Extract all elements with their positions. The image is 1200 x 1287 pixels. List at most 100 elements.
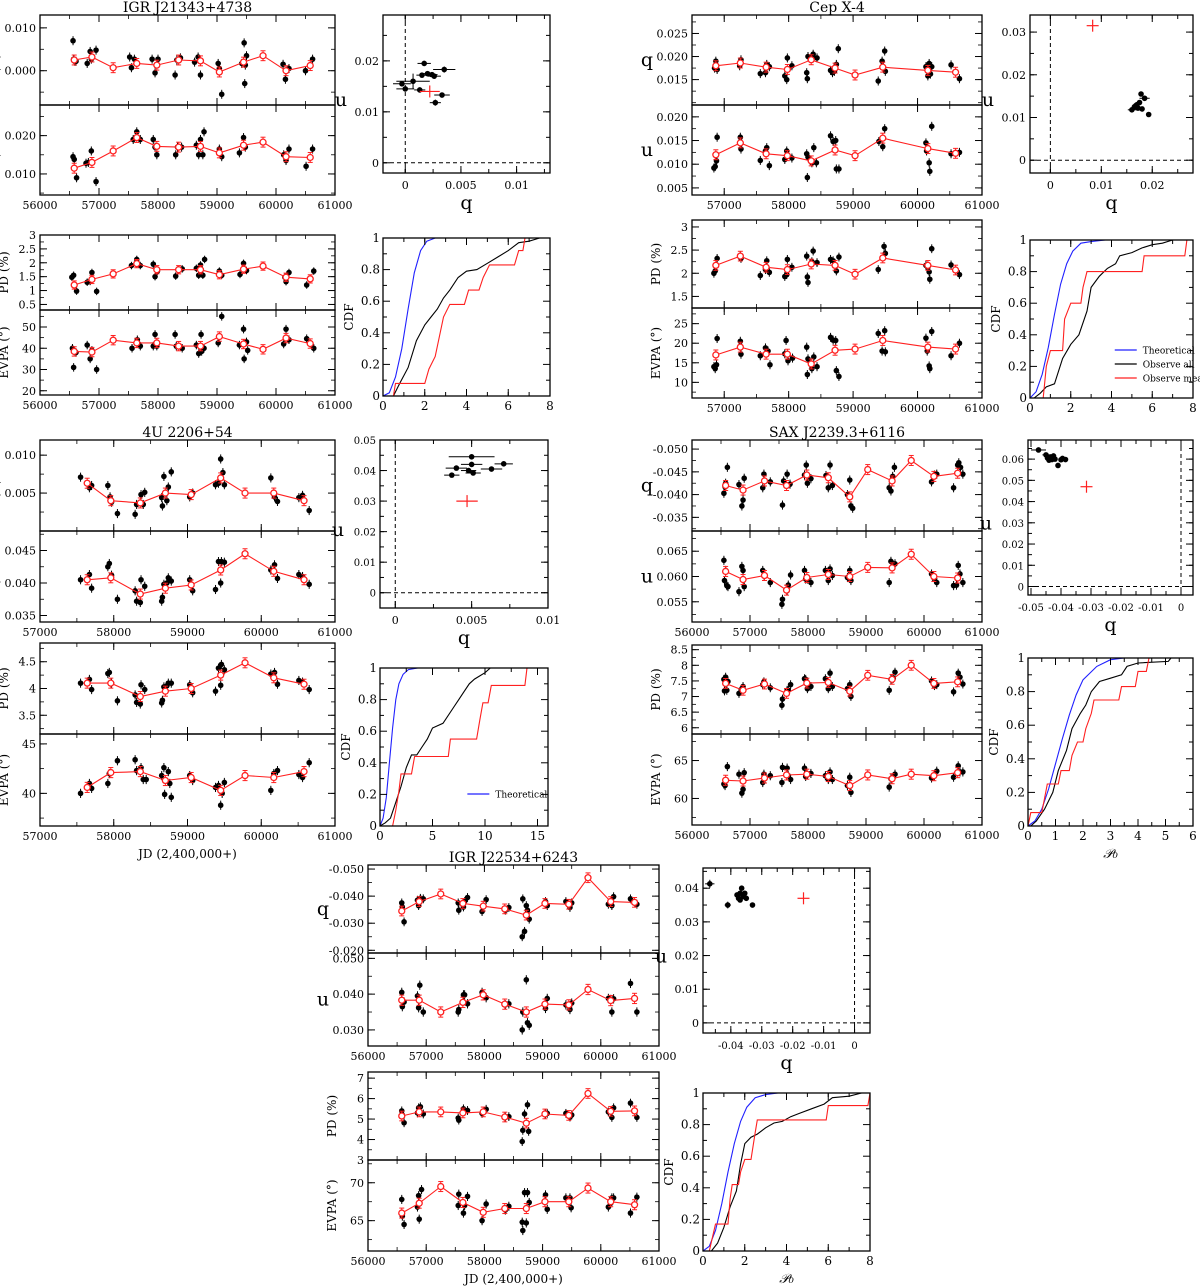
- mean-point: [736, 59, 744, 67]
- mean-point: [712, 62, 720, 70]
- mean-point: [712, 151, 720, 159]
- observation-point: [137, 599, 144, 606]
- y-tick-label: 0.025: [657, 27, 689, 40]
- y-tick-label: 3: [681, 221, 688, 234]
- mean-point: [196, 266, 205, 274]
- y-tick-label: -0.050: [653, 443, 688, 456]
- observation-point: [521, 1111, 528, 1117]
- y-tick-label: 1: [369, 661, 377, 675]
- mean-point: [300, 576, 308, 584]
- timeseries-panel-q: -0.050 -0.040 -0.030 -0.020 q: [317, 863, 660, 957]
- observation-point: [133, 129, 140, 135]
- mean-point: [630, 1107, 639, 1115]
- observation-point: [879, 58, 885, 64]
- y-tick-label: 0.010: [657, 158, 689, 171]
- mean-line: [401, 1092, 635, 1124]
- x-tick-label: -0.03: [749, 1041, 775, 1052]
- observation-point: [159, 594, 166, 601]
- mean-point: [782, 481, 791, 490]
- plot-frame: [379, 439, 549, 609]
- plot-frame: [39, 309, 336, 396]
- timeseries-panel-evpa: 56000 57000 58000 59000 60000 61000 60 65 EVPA (…: [649, 733, 1000, 842]
- observation-point: [923, 335, 929, 341]
- source-title: 4U 2206+54: [142, 425, 232, 441]
- observation-point: [415, 1192, 422, 1199]
- observation-point: [519, 933, 526, 940]
- observation-point: [87, 356, 93, 362]
- mean-point: [282, 334, 290, 342]
- mean-point: [824, 678, 832, 687]
- mean-point: [109, 147, 117, 155]
- observation-point: [310, 268, 317, 274]
- mean-point: [831, 146, 839, 154]
- y-tick-label: -0.030: [329, 917, 364, 930]
- observe-mean-cdf-line: [392, 237, 526, 397]
- x-axis-label: q: [780, 1052, 792, 1074]
- plot-frame: [1027, 657, 1194, 827]
- x-tick-label: 0: [376, 829, 384, 843]
- observation-point: [881, 327, 888, 334]
- y-tick-label: 0.04: [1002, 498, 1024, 509]
- observation-point: [814, 363, 820, 370]
- mean-point: [70, 56, 78, 64]
- timeseries-panel-pd: 3 4 5 6 7 PD (%): [325, 1071, 660, 1167]
- observation-point: [740, 497, 746, 503]
- y-tick-label: 0.6: [1008, 296, 1027, 310]
- mean-point: [306, 61, 314, 70]
- observation-point: [520, 896, 526, 902]
- observation-point: [143, 776, 149, 783]
- y-tick-label: 3: [357, 1154, 364, 1167]
- observation-point: [712, 163, 718, 170]
- x-tick-label: 56000: [675, 829, 710, 842]
- x-tick-label: 2: [1079, 829, 1087, 843]
- observation-point: [846, 774, 853, 781]
- x-axis-label: q: [460, 192, 472, 214]
- qu-point: [1133, 102, 1139, 109]
- x-tick-label: 0: [379, 399, 387, 413]
- x-tick-label: 58000: [791, 829, 826, 842]
- observation-point: [740, 567, 746, 574]
- source-title: IGR J22534+6243: [449, 850, 578, 866]
- mean-point: [109, 270, 117, 278]
- mean-point: [803, 679, 811, 687]
- mean-point: [70, 164, 78, 172]
- x-tick-label: 8: [866, 1254, 874, 1268]
- mean-point: [930, 772, 938, 780]
- y-tick-label: 0.8: [358, 693, 377, 707]
- observation-point: [882, 349, 889, 355]
- x-tick-label: 15: [530, 829, 545, 843]
- mean-point: [282, 153, 290, 161]
- x-tick-label: -0.05: [1018, 603, 1044, 614]
- observation-point: [950, 689, 957, 695]
- qu-plane-panel: 0 0.005 0.01 0 0.01 0.02 0.03 0.04 0.05 q u: [332, 436, 560, 649]
- x-tick-label: 61000: [318, 626, 353, 639]
- mean-point: [851, 270, 859, 278]
- observation-point: [767, 579, 774, 586]
- observation-point: [787, 776, 794, 783]
- observation-point: [960, 471, 966, 477]
- observation-point: [152, 70, 158, 76]
- qu-point: [1138, 91, 1144, 97]
- timeseries-panel-evpa: 56000 57000 58000 59000 60000 61000 20 30 40 50 EV…: [0, 309, 353, 412]
- observation-point: [241, 80, 248, 87]
- mean-point: [217, 474, 225, 482]
- x-tick-label: 57000: [23, 626, 58, 639]
- y-tick-label: 5: [357, 1113, 364, 1126]
- cdf-legend: Theoretical: [467, 791, 547, 801]
- observation-point: [88, 148, 95, 154]
- y-tick-label: -0.040: [329, 890, 364, 903]
- timeseries-panel-pd: 1.5 2 2.5 3 PD (%): [649, 219, 983, 309]
- y-tick-label: 0.4: [1006, 752, 1025, 766]
- timeseries-panel-q: -0.050 -0.045 -0.040 -0.035 q: [641, 439, 983, 532]
- mean-point: [807, 56, 815, 64]
- plot-frame: [382, 14, 551, 174]
- mean-point: [239, 141, 248, 149]
- observation-point: [286, 269, 292, 276]
- observation-point: [960, 681, 966, 687]
- y-tick-label: 8.5: [671, 644, 689, 657]
- y-tick-label: -0.035: [653, 511, 688, 524]
- observation-point: [713, 158, 720, 164]
- observation-point: [721, 490, 727, 497]
- y-tick-label: 40: [22, 787, 36, 800]
- qu-point: [724, 902, 731, 908]
